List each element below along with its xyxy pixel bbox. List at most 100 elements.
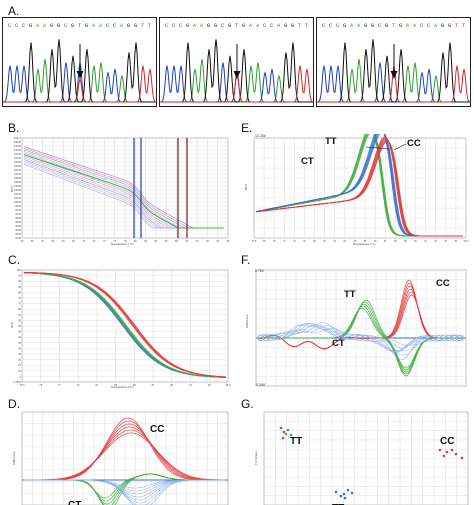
data-point <box>346 488 350 492</box>
x-tick-label: 85 <box>364 240 367 243</box>
melt-curve <box>23 146 224 229</box>
y-tick-label: 17000 <box>14 172 22 176</box>
melt-peak <box>255 134 463 237</box>
base-letter: G <box>385 23 388 29</box>
y-tick-label: 15000 <box>14 180 22 184</box>
x-tick-label: 74 <box>103 239 106 243</box>
plot-f-curves <box>256 279 466 377</box>
melt-peak <box>255 134 463 237</box>
chromatogram-trace <box>3 65 156 103</box>
base-letter: G <box>441 23 444 29</box>
difference-curve <box>24 479 225 505</box>
base-letter: C <box>64 23 67 29</box>
plot-c-svg: 1009590858075706560555045403530252015105… <box>10 268 231 389</box>
plot-e: 73.5 75 76 77 78 79 80 81 82 83 84 85 86 87 88 89 90 91 92… <box>244 134 470 246</box>
chromatogram-trace <box>3 39 156 103</box>
y-tick-label: 3000 <box>15 228 21 232</box>
base-letter: C <box>221 23 224 29</box>
y-tick-label: 19000 <box>14 164 22 168</box>
data-point <box>442 454 446 458</box>
y-tick-label: 100 <box>17 268 22 272</box>
melt-peak <box>255 141 463 237</box>
base-letter: A <box>413 23 417 29</box>
annotation-tt: TT <box>344 289 356 300</box>
x-tick-label: 88 <box>175 239 178 243</box>
x-tick-label: 96 <box>216 239 219 243</box>
annotation-tt: TT <box>325 136 337 147</box>
x-axis-label: Temperature (°C) <box>110 385 133 389</box>
data-point <box>343 496 347 500</box>
x-tick-label: 79 <box>77 383 80 387</box>
base-letter: C <box>420 23 423 29</box>
x-tick-label: 83 <box>114 383 117 387</box>
x-tick-label: 60 <box>31 239 34 243</box>
base-letter: C <box>106 23 109 29</box>
base-letter: C <box>329 23 332 29</box>
x-tick-label: 95.5 <box>464 240 469 243</box>
y-tick-label: 70 <box>18 302 21 306</box>
y-tick-label: 45 <box>18 330 21 334</box>
y-tick-label: 26477 <box>14 136 22 140</box>
y-tick-label: 16000 <box>14 176 22 180</box>
x-tick-label: 94 <box>206 239 209 243</box>
x-tick-label: 78 <box>293 240 296 243</box>
melt-peak <box>255 134 463 237</box>
plot-e-curves <box>255 134 463 237</box>
base-letter: A <box>43 23 47 29</box>
x-tick-label: 76 <box>273 240 276 243</box>
x-tick-label: 80 <box>313 240 316 243</box>
y-tick-label: 23000 <box>14 148 22 152</box>
plot-e-svg: 73.5 75 76 77 78 79 80 81 82 83 84 85 86 87 88 89 90 91 92… <box>244 134 469 246</box>
base-letter: C <box>378 23 381 29</box>
plot-f-grid <box>255 269 467 387</box>
y-tick-label: 55 <box>18 318 21 322</box>
y-tick-label: 50 <box>18 324 21 328</box>
y-tick-label: 21000 <box>14 156 22 160</box>
base-letter: A <box>193 23 197 29</box>
annotation-cc: CC <box>407 138 421 149</box>
arrow-icon <box>233 44 241 79</box>
difference-curve <box>24 417 225 481</box>
base-letter: C <box>263 23 266 29</box>
plot-f: 8.780 -9.558 Difference TT CT CC <box>244 266 470 390</box>
data-point <box>339 494 343 498</box>
base-letter: A <box>357 23 361 29</box>
x-tick-label: 83 <box>344 240 347 243</box>
base-letter: A <box>350 23 354 29</box>
base-letter: A <box>434 23 438 29</box>
data-point <box>281 436 285 440</box>
y-tick-label: 60 <box>18 313 21 317</box>
y-axis-label: Tm Shape <box>254 451 258 465</box>
melt-peak <box>255 134 463 237</box>
base-letter: G <box>57 23 60 29</box>
panel-label-g: G. <box>241 397 254 411</box>
y-tick-label: 7000 <box>15 212 21 216</box>
normalized-curve <box>23 272 227 378</box>
x-tick-label: 78 <box>124 239 127 243</box>
base-letter: C <box>113 23 116 29</box>
plot-d-svg: Difference CC CT <box>12 411 229 505</box>
arrow-icon <box>390 44 398 79</box>
x-tick-label: 64 <box>51 239 54 243</box>
base-letter: G <box>85 23 88 29</box>
y-axis-label: RFU <box>10 186 14 192</box>
base-letter: G <box>50 23 53 29</box>
melt-peak <box>255 134 463 237</box>
difference-curve <box>24 426 225 481</box>
data-point <box>286 428 290 432</box>
base-letter: G <box>214 23 217 29</box>
base-letter: T <box>305 23 308 29</box>
base-letter: A <box>120 23 124 29</box>
base-letter: G <box>134 23 137 29</box>
panel-label-b: B. <box>8 121 20 135</box>
base-letter: C <box>15 23 18 29</box>
melt-peak <box>255 134 463 237</box>
data-point <box>342 492 346 496</box>
y-axis-label: RFU <box>10 322 14 328</box>
y-tick-label: 95 <box>18 274 21 278</box>
chromatogram-trace <box>317 39 470 103</box>
